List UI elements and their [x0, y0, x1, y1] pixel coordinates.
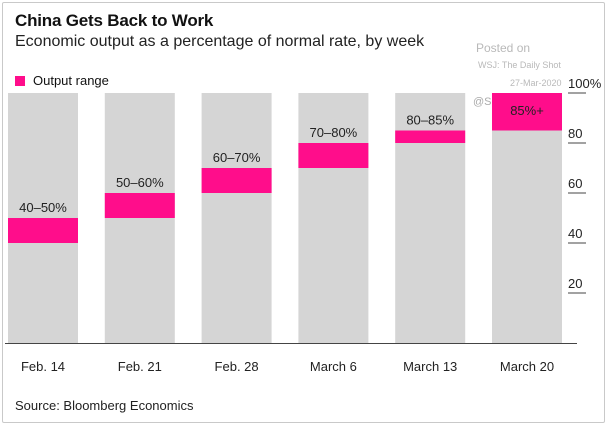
watermark-posted-on: Posted on: [476, 41, 531, 55]
range-data-label: 70–80%: [310, 125, 358, 140]
x-tick-label: Feb. 14: [21, 359, 65, 374]
y-tick-label: 40: [568, 226, 582, 241]
y-tick-label: 20: [568, 276, 582, 291]
range-data-label: 60–70%: [213, 150, 261, 165]
output-range-bar: [395, 130, 466, 143]
legend: Output range: [15, 73, 109, 88]
range-data-label: 80–85%: [406, 113, 454, 128]
range-data-label: 40–50%: [19, 200, 67, 215]
x-tick-label: March 20: [500, 359, 554, 374]
range-data-label: 50–60%: [116, 175, 164, 190]
source-note: Source: Bloomberg Economics: [15, 398, 194, 413]
y-tick-label: 80: [568, 126, 582, 141]
legend-swatch: [15, 75, 25, 86]
x-tick-label: Feb. 28: [215, 359, 259, 374]
watermark-date: 27-Mar-2020: [510, 78, 562, 88]
y-tick-label: 100%: [568, 76, 602, 91]
chart-subtitle: Economic output as a percentage of norma…: [15, 33, 425, 50]
output-range-bar: [492, 93, 562, 131]
y-tick-label: 60: [568, 176, 582, 191]
x-tick-label: March 6: [310, 359, 357, 374]
watermark-publication: WSJ: The Daily Shot: [478, 60, 561, 70]
legend-label: Output range: [33, 73, 109, 88]
x-tick-label: March 13: [403, 359, 457, 374]
background-bar: [492, 93, 562, 343]
output-range-bar: [201, 168, 272, 193]
background-bar: [201, 93, 272, 343]
range-data-label: 85%+: [510, 103, 544, 118]
chart-title: China Gets Back to Work: [15, 11, 214, 30]
background-bar: [298, 93, 369, 343]
output-range-bar: [8, 218, 78, 243]
output-range-bar: [104, 193, 175, 218]
x-tick-label: Feb. 21: [118, 359, 162, 374]
output-range-bar: [298, 143, 369, 168]
